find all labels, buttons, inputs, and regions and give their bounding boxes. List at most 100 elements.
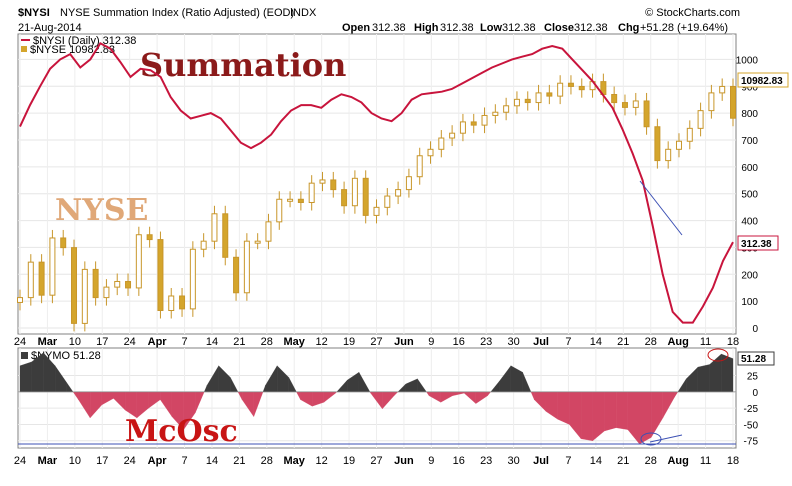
x-tick-label: 28 [261,336,273,348]
chg-label: Chg [618,22,639,34]
candle-body [254,240,261,244]
nymo-area-segment [615,391,628,430]
x-tick-label: 10 [69,336,81,348]
candle-body [675,140,682,150]
nymo-area-segment [580,391,593,441]
y-tick-label: 200 [741,270,758,281]
nymo-last-value: 51.28 [741,354,766,365]
nymo-legend-swatch [21,352,28,359]
candle-body [395,189,402,197]
x-tick-label-lower: 16 [453,455,465,467]
x-tick-label-lower: Apr [148,455,168,467]
candle-body [92,268,99,299]
nysi-legend: $NYSI (Daily) 312.38 [33,35,136,47]
low-value: 312.38 [502,22,536,34]
candle-body [308,182,315,204]
nyse-annotation: NYSE [55,193,148,228]
x-tick-label-lower: Jul [533,455,549,467]
candle-body [200,240,207,250]
date-label: 21-Aug-2014 [18,22,82,34]
candle-body [535,92,542,104]
candle-body [233,256,240,294]
x-tick-label: May [284,336,306,348]
divergence-trendline-nymo [649,434,683,443]
candle-body [276,198,283,223]
x-tick-label-lower: 12 [316,455,328,467]
x-tick-label: 23 [480,336,492,348]
candle-body [719,85,726,94]
open-label: Open [342,22,370,34]
ohlc-readout: Open 312.38 High 312.38 Low 312.38 Close… [342,22,728,34]
x-tick-label-lower: 10 [69,455,81,467]
x-tick-label-lower: 11 [700,455,711,467]
nymo-area-segment [19,361,32,393]
candle-body [17,297,23,303]
candle-body [416,155,423,178]
nymo-y-axis: 25 0 -25 -50 -75 [744,372,759,448]
candle-body [557,82,564,97]
x-tick-label: 14 [206,336,218,348]
y-tick-label: 600 [741,163,758,174]
nymo-y-tick-label: -75 [744,437,759,448]
candle-body [427,148,434,157]
nysi-last-value: 312.38 [741,239,772,250]
x-tick-label: 27 [370,336,382,348]
x-tick-label-lower: Mar [38,455,58,467]
candle-body [287,198,294,202]
chg-value: +51.28 (+19.64%) [640,22,728,34]
x-tick-label: 19 [343,336,355,348]
mcosc-annotation: McOsc [125,414,238,449]
y-tick-label: 500 [741,190,758,201]
candle-body [643,100,650,128]
candle-body [211,213,218,242]
x-tick-label: 9 [428,336,434,348]
nymo-y-tick-label: 0 [752,388,758,399]
candle-body [135,234,142,289]
nymo-y-tick-label: -25 [744,404,759,415]
high-value: 312.38 [440,22,474,34]
candle-body [168,295,175,311]
candle-body [686,127,693,142]
candle-body [708,92,715,112]
candle-body [524,98,531,104]
x-axis-lower: 24 Mar 10 17 24 Apr 7 14 21 28 May 12 19 27 Jun 9 16 23 30… [14,455,739,467]
candle-body [71,247,78,324]
candle-body [297,198,304,204]
nymo-y-tick-label: -50 [744,420,759,431]
x-tick-label-lower: 18 [727,455,739,467]
x-tick-label: 21 [233,336,245,348]
x-tick-label-lower: 28 [261,455,273,467]
x-tick-label: 16 [453,336,465,348]
candle-body [81,268,88,324]
x-tick-label-lower: 24 [124,455,136,467]
close-label: Close [544,22,574,34]
candle-body [459,121,466,134]
candle-body [654,126,661,162]
x-tick-label: Aug [667,336,688,348]
candle-body [405,176,412,191]
x-tick-label-lower: 17 [96,455,108,467]
x-tick-label-lower: Aug [667,455,688,467]
candle-body [438,137,445,150]
close-value: 312.38 [574,22,608,34]
x-tick-label-lower: 14 [590,455,602,467]
x-tick-label: Apr [148,336,168,348]
candle-body [449,132,456,139]
divergence-trendline-main [639,180,683,236]
main-y-axis: 01002003004005006007008009001000 [736,55,759,335]
candle-body [114,280,121,288]
candle-body [470,121,477,126]
exchange: INDX [290,7,317,19]
x-tick-label-lower: 30 [507,455,519,467]
candle-body [330,179,337,191]
nysi-line [19,41,734,324]
highlight-circle-bottom [640,432,662,446]
x-tick-label: Jun [394,336,414,348]
x-tick-label: 28 [645,336,657,348]
candle-body [189,248,196,310]
description: NYSE Summation Index (Ratio Adjusted) (E… [60,7,294,19]
candle-body [665,148,672,162]
candle-body [730,85,736,119]
candle-body [373,206,380,216]
